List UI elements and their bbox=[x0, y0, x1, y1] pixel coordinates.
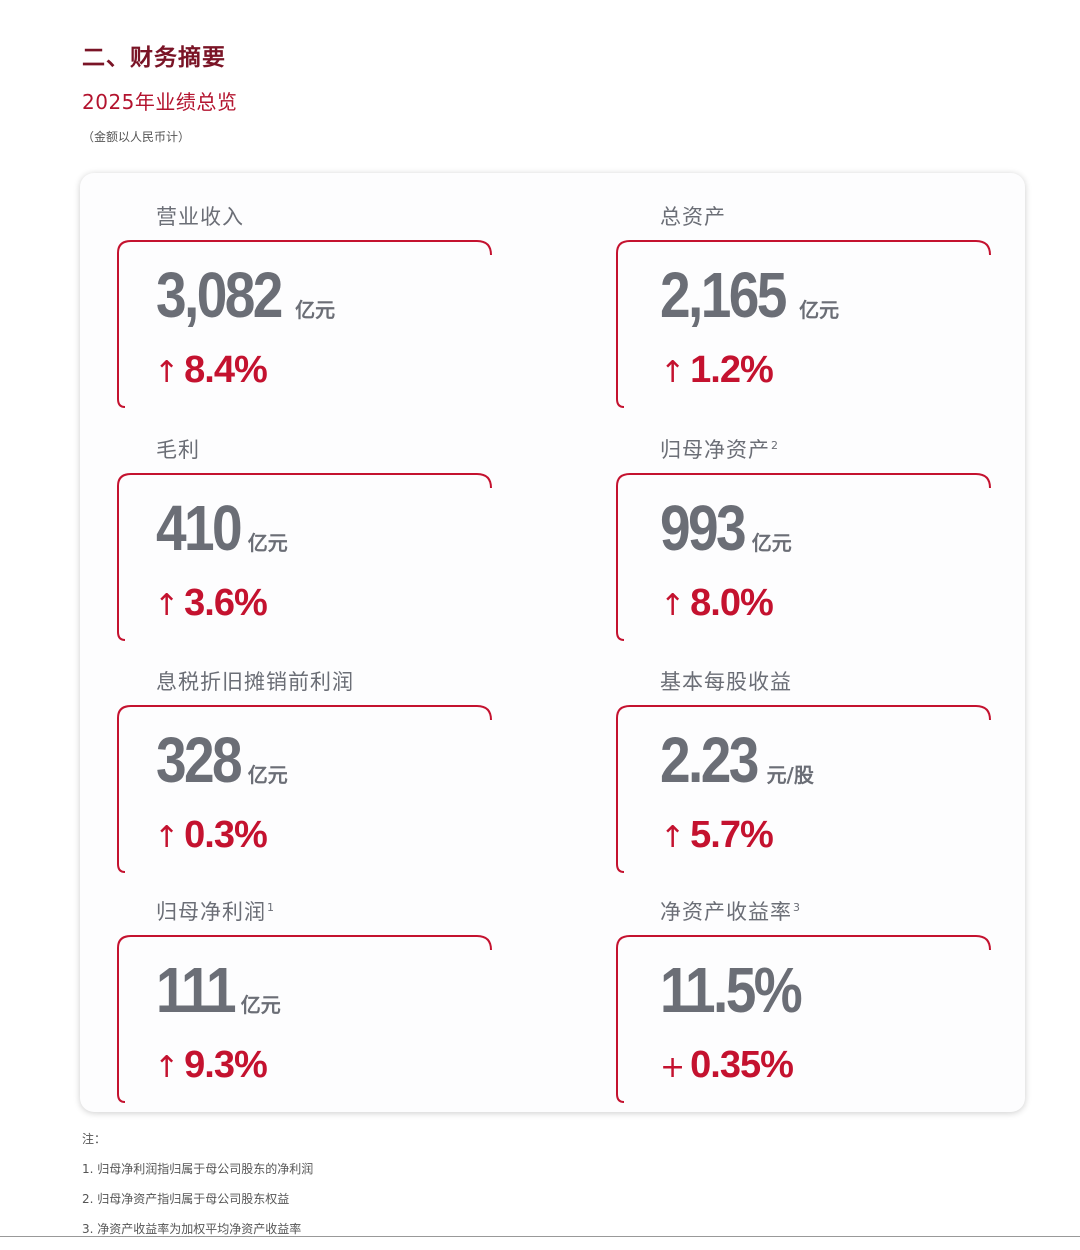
metric-change: 0.3% bbox=[184, 814, 268, 856]
metric-unit: 元/股 bbox=[766, 763, 814, 787]
metric-label: 息税折旧摊销前利润 bbox=[156, 670, 354, 694]
footnote-item: 1. 归母净利润指归属于母公司股东的净利润 bbox=[82, 1162, 314, 1176]
metric-card-gross-profit: 毛利 410 亿元 ↑ 3.6% bbox=[117, 416, 497, 641]
metric-value-row: 3,082 亿元 bbox=[156, 263, 335, 327]
metric-unit: 亿元 bbox=[799, 298, 840, 322]
arrow-up-icon: ↑ bbox=[154, 1050, 179, 1085]
footnote-item: 2. 归母净资产指归属于母公司股东权益 bbox=[82, 1192, 290, 1206]
footnote-item: 3. 净资产收益率为加权平均净资产收益率 bbox=[82, 1222, 302, 1236]
footnotes-title: 注： bbox=[82, 1132, 107, 1146]
metric-label: 总资产 bbox=[660, 205, 726, 229]
metric-change: 0.35% bbox=[690, 1044, 794, 1086]
metric-change-row: ↑ 8.4% bbox=[154, 349, 268, 391]
metric-value-row: 2,165 亿元 bbox=[660, 263, 839, 327]
metric-change-row: ↑ 3.6% bbox=[154, 582, 268, 624]
metric-label: 归母净资产2 bbox=[660, 438, 779, 462]
metric-value-row: 2.23 元/股 bbox=[660, 728, 814, 792]
metric-value: 2.23 bbox=[660, 724, 759, 796]
metric-change: 8.0% bbox=[690, 582, 774, 624]
metric-label: 基本每股收益 bbox=[660, 670, 792, 694]
metric-frame bbox=[117, 240, 492, 408]
metric-change-row: ↑ 1.2% bbox=[660, 349, 774, 391]
metric-value-row: 410 亿元 bbox=[156, 496, 288, 560]
metric-change: 9.3% bbox=[184, 1044, 268, 1086]
metric-card-revenue: 营业收入 3,082 亿元 ↑ 8.4% bbox=[117, 183, 497, 408]
metric-frame bbox=[616, 473, 991, 641]
metric-value: 111 bbox=[156, 954, 237, 1026]
arrow-up-icon: ↑ bbox=[660, 355, 685, 390]
metric-label: 净资产收益率3 bbox=[660, 900, 801, 924]
metric-frame bbox=[117, 935, 492, 1103]
arrow-up-icon: ↑ bbox=[154, 355, 179, 390]
metric-change: 5.7% bbox=[690, 814, 774, 856]
metric-value: 2,165 bbox=[660, 259, 787, 331]
metric-value: 11.5% bbox=[660, 954, 803, 1026]
metric-unit: 亿元 bbox=[295, 298, 336, 322]
metric-frame bbox=[117, 473, 492, 641]
metric-value: 410 bbox=[156, 492, 243, 564]
arrow-up-icon: ↑ bbox=[660, 588, 685, 623]
metric-card-parent-net-assets: 归母净资产2 993 亿元 ↑ 8.0% bbox=[616, 416, 996, 641]
metric-value: 993 bbox=[660, 492, 747, 564]
metric-frame bbox=[616, 240, 991, 408]
metrics-panel: 营业收入 3,082 亿元 ↑ 8.4% 总资产 2,165 亿元 ↑ 1.2% 毛利 … bbox=[80, 173, 1025, 1112]
arrow-up-icon: ↑ bbox=[154, 588, 179, 623]
metric-value-row: 993 亿元 bbox=[660, 496, 792, 560]
page-bottom-divider bbox=[0, 1236, 1080, 1237]
metric-change-row: ↑ 5.7% bbox=[660, 814, 774, 856]
metric-value-row: 328 亿元 bbox=[156, 728, 288, 792]
metric-change: 1.2% bbox=[690, 349, 774, 391]
metric-change: 8.4% bbox=[184, 349, 268, 391]
metric-frame bbox=[616, 935, 991, 1103]
metric-card-roe: 净资产收益率3 11.5% +0.35% bbox=[616, 878, 996, 1103]
metric-value-row: 111 亿元 bbox=[156, 958, 281, 1022]
metric-frame bbox=[117, 705, 492, 873]
arrow-up-icon: ↑ bbox=[660, 820, 685, 855]
metric-card-parent-net-profit: 归母净利润1 111 亿元 ↑ 9.3% bbox=[117, 878, 497, 1103]
metric-label: 毛利 bbox=[156, 438, 200, 462]
metric-unit: 亿元 bbox=[751, 531, 792, 555]
arrow-up-icon: ↑ bbox=[154, 820, 179, 855]
metric-value: 3,082 bbox=[156, 259, 283, 331]
metric-card-ebitda: 息税折旧摊销前利润 328 亿元 ↑ 0.3% bbox=[117, 648, 497, 873]
metric-card-basic-eps: 基本每股收益 2.23 元/股 ↑ 5.7% bbox=[616, 648, 996, 873]
metric-value: 328 bbox=[156, 724, 243, 796]
section-title: 二、财务摘要 bbox=[82, 45, 226, 71]
metric-frame bbox=[616, 705, 991, 873]
metric-change-row: +0.35% bbox=[660, 1044, 794, 1086]
metric-card-total-assets: 总资产 2,165 亿元 ↑ 1.2% bbox=[616, 183, 996, 408]
metric-label: 营业收入 bbox=[156, 205, 244, 229]
metric-change-row: ↑ 8.0% bbox=[660, 582, 774, 624]
currency-note: （金额以人民币计） bbox=[82, 130, 191, 144]
footnotes: 注： 1. 归母净利润指归属于母公司股东的净利润 2. 归母净资产指归属于母公司… bbox=[82, 1130, 313, 1250]
page-subtitle: 2025年业绩总览 bbox=[82, 90, 238, 114]
metric-unit: 亿元 bbox=[247, 531, 288, 555]
metric-value-row: 11.5% bbox=[660, 958, 817, 1022]
metric-change: 3.6% bbox=[184, 582, 268, 624]
metric-change-row: ↑ 9.3% bbox=[154, 1044, 268, 1086]
plus-icon: + bbox=[660, 1050, 685, 1085]
metric-label: 归母净利润1 bbox=[156, 900, 275, 924]
metric-unit: 亿元 bbox=[247, 763, 288, 787]
metric-unit: 亿元 bbox=[240, 993, 281, 1017]
metric-change-row: ↑ 0.3% bbox=[154, 814, 268, 856]
